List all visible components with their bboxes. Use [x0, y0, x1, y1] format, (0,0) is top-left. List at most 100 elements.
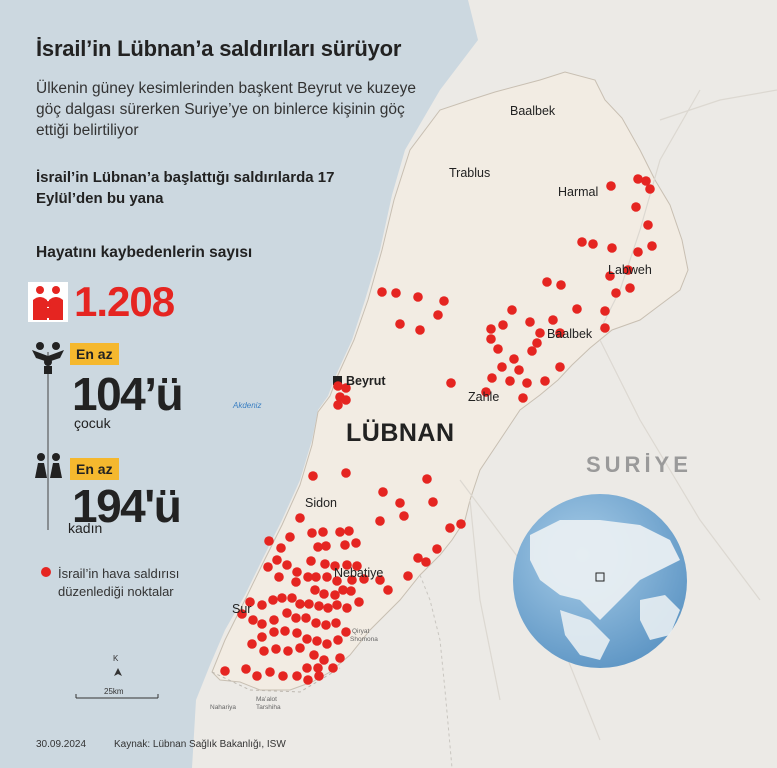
children-badge: En az	[70, 343, 119, 365]
strike-point	[308, 471, 318, 481]
city-label: Trablus	[449, 166, 491, 180]
strike-point	[338, 585, 348, 595]
strike-point	[311, 618, 321, 628]
strike-point	[577, 237, 587, 247]
page-title: İsrail’in Lübnan’a saldırıları sürüyor	[36, 36, 402, 61]
strike-point	[633, 247, 643, 257]
town-label: Qiryat	[352, 628, 370, 635]
strike-point	[311, 572, 321, 582]
strike-point	[421, 557, 431, 567]
strike-point	[351, 538, 361, 548]
strike-point	[588, 239, 598, 249]
strike-point	[375, 516, 385, 526]
strike-point	[522, 378, 532, 388]
strike-point	[341, 627, 351, 637]
strike-point	[556, 280, 566, 290]
strike-point	[319, 589, 329, 599]
strike-point	[600, 323, 610, 333]
border-line	[419, 574, 453, 768]
strike-point	[278, 671, 288, 681]
strike-point	[330, 590, 340, 600]
strike-point	[307, 528, 317, 538]
strike-point	[335, 653, 345, 663]
strike-point	[532, 338, 542, 348]
strike-point	[332, 600, 342, 610]
strike-point	[292, 567, 302, 577]
strike-point	[641, 176, 651, 186]
strike-point	[295, 513, 305, 523]
strike-point	[323, 603, 333, 613]
strike-point	[265, 667, 275, 677]
strike-point	[295, 599, 305, 609]
town-label: Shomona	[350, 636, 378, 643]
strike-point	[633, 174, 643, 184]
strike-point	[318, 527, 328, 537]
women-badge: En az	[70, 458, 119, 480]
strike-point	[446, 378, 456, 388]
strike-point	[271, 644, 281, 654]
strike-point	[600, 306, 610, 316]
strike-point	[330, 561, 340, 571]
strike-point	[433, 310, 443, 320]
city-label: Sur	[232, 602, 252, 616]
strike-point	[321, 620, 331, 630]
strike-point	[333, 400, 343, 410]
strike-point	[274, 572, 284, 582]
north-label: K	[113, 654, 119, 663]
strike-point	[344, 526, 354, 536]
strike-point	[319, 655, 329, 665]
women-value: 194'ü	[72, 480, 182, 532]
strike-point	[302, 634, 312, 644]
city-label: Baalbek	[547, 327, 593, 341]
strike-point	[272, 555, 282, 565]
strike-point	[291, 577, 301, 587]
strike-point	[439, 296, 449, 306]
footer-source: Kaynak: Lübnan Sağlık Bakanlığı, ISW	[114, 739, 286, 750]
strike-point	[359, 574, 369, 584]
strike-point	[283, 646, 293, 656]
strike-point	[428, 497, 438, 507]
child-icon	[32, 342, 64, 374]
footer-date: 30.09.2024	[36, 739, 87, 750]
strike-point	[403, 571, 413, 581]
strike-point	[525, 317, 535, 327]
country-label: LÜBNAN	[346, 419, 455, 447]
strike-point	[282, 608, 292, 618]
strike-point	[252, 671, 262, 681]
strike-point	[333, 381, 343, 391]
strike-point	[607, 243, 617, 253]
strike-point	[413, 553, 423, 563]
legend-line-2: düzenlediği noktalar	[58, 584, 174, 599]
town-label: Tarshiha	[256, 704, 281, 711]
strike-point	[493, 344, 503, 354]
strike-point	[314, 671, 324, 681]
strike-point	[498, 320, 508, 330]
scale-label: 25km	[104, 687, 124, 696]
strike-point	[572, 304, 582, 314]
strike-point	[548, 315, 558, 325]
strike-point	[375, 575, 385, 585]
strike-point	[285, 532, 295, 542]
strike-point	[395, 498, 405, 508]
strike-point	[486, 334, 496, 344]
strike-point	[527, 346, 537, 356]
strike-point	[341, 395, 351, 405]
strike-point	[505, 376, 515, 386]
since-text: İsrail’in Lübnan’a başlattığı saldırılar…	[36, 169, 335, 207]
strike-point	[514, 365, 524, 375]
strike-point	[645, 184, 655, 194]
strike-point	[487, 373, 497, 383]
strike-point	[313, 663, 323, 673]
strike-point	[295, 643, 305, 653]
strike-point	[280, 626, 290, 636]
strike-point	[340, 540, 350, 550]
city-label: Zahle	[468, 390, 500, 404]
strike-point	[282, 560, 292, 570]
strike-point	[347, 575, 357, 585]
strike-point	[264, 536, 274, 546]
strike-point	[287, 593, 297, 603]
strike-point	[277, 593, 287, 603]
legend-dot	[41, 567, 51, 577]
strike-point	[245, 597, 255, 607]
